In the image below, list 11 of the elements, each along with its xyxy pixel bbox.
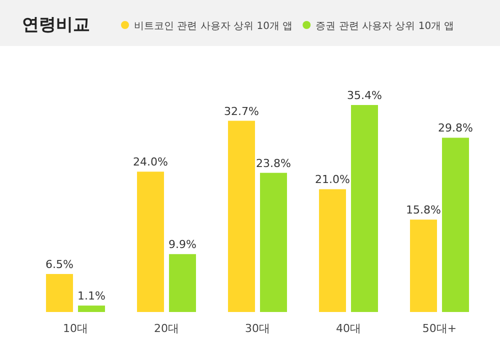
data-label: 24.0% xyxy=(133,156,168,169)
data-label: 32.7% xyxy=(224,104,259,118)
data-label: 29.8% xyxy=(438,122,473,135)
title: 연령비교 xyxy=(22,15,90,35)
data-label: 15.8% xyxy=(406,204,441,217)
data-label: 9.9% xyxy=(168,238,196,252)
data-label: 6.5% xyxy=(46,258,74,271)
data-label: 21.0% xyxy=(315,173,350,186)
data-label: 1.1% xyxy=(78,290,106,303)
data-label: 23.8% xyxy=(256,156,291,170)
data-label: 35.4% xyxy=(347,89,382,102)
